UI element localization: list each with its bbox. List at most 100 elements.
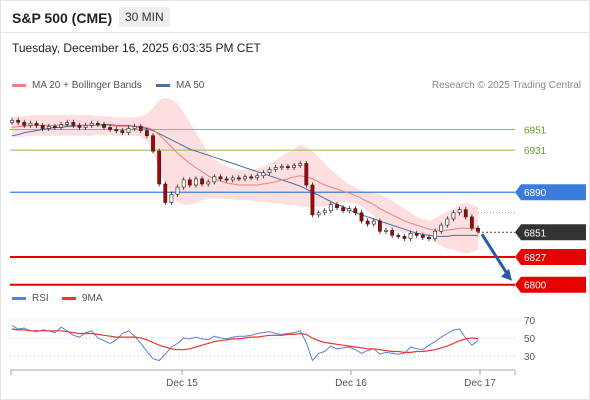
level-tag-6800	[515, 276, 586, 293]
ma50-swatch	[156, 84, 170, 87]
candle-body	[384, 229, 388, 232]
candle-body	[316, 212, 321, 216]
candle-body	[46, 126, 51, 129]
rsi-level-label-50: 50	[524, 334, 536, 345]
candle-body	[433, 230, 437, 239]
legend-ma20-label: MA 20 + Bollinger Bands	[32, 80, 142, 91]
candle-body	[420, 235, 425, 238]
candle-body	[157, 150, 162, 185]
candle-body	[310, 184, 315, 216]
candle-body	[427, 237, 431, 239]
forecast-arrow-shaft	[480, 233, 511, 278]
legend-ma50-label: MA 50	[176, 80, 205, 91]
credit-text: Research © 2025 Trading Central	[431, 80, 581, 91]
candle-body	[200, 178, 204, 185]
candle-body	[304, 163, 309, 186]
candle-body	[445, 218, 450, 226]
candle-body	[187, 179, 192, 186]
level-label-6931: 6931	[524, 146, 547, 157]
ma20-line	[11, 124, 478, 231]
level-label-6827: 6827	[524, 253, 547, 264]
candle-body	[144, 130, 149, 136]
candle-body	[249, 176, 254, 179]
legend-rsi: RSI	[12, 293, 49, 304]
legend-rsi-label: RSI	[32, 293, 49, 304]
rsi-ma-swatch	[62, 297, 76, 300]
candle-body	[138, 126, 143, 131]
level-label-6851: 6851	[524, 228, 547, 239]
level-label-6890: 6890	[524, 188, 547, 199]
candle-body	[71, 122, 76, 126]
time-tick-label: Dec 16	[335, 378, 367, 389]
rsi-swatch	[12, 297, 26, 300]
candle-body	[230, 177, 235, 181]
candle-body	[476, 227, 480, 232]
legend-ma20: MA 20 + Bollinger Bands	[12, 80, 142, 91]
header-divider	[0, 32, 590, 33]
timestamp-subtitle: Tuesday, December 16, 2025 6:03:35 PM CE…	[12, 41, 261, 55]
candle-body	[218, 176, 223, 180]
candle-body	[390, 229, 395, 236]
moving-average-group	[11, 123, 478, 237]
time-tick-label: Dec 15	[166, 378, 198, 389]
candle-body	[328, 204, 333, 212]
level-label-6951: 6951	[524, 126, 547, 137]
candle-body	[169, 193, 174, 203]
candle-body	[28, 123, 33, 126]
price-levels-group: 6951 6931 6890 6851 6827 6800	[10, 126, 586, 293]
candle-body	[10, 119, 14, 123]
candle-body	[163, 183, 168, 203]
candle-body	[102, 124, 106, 128]
instrument-title: S&P 500 (CME)	[12, 10, 113, 26]
legend-ma50: MA 50	[156, 80, 204, 91]
candle-body	[341, 207, 346, 212]
candle-body	[108, 127, 113, 130]
rsi-ma-line	[11, 328, 479, 353]
candle-body	[365, 220, 370, 225]
candle-body	[396, 235, 401, 237]
candle-body	[273, 167, 278, 170]
candle-body	[439, 224, 444, 232]
candle-body	[267, 169, 272, 173]
candle-body	[114, 129, 119, 132]
time-tick-label: Dec 17	[464, 378, 496, 389]
candle-body	[402, 236, 407, 239]
candle-body	[371, 220, 376, 225]
timeframe-button[interactable]: 30 MIN	[119, 7, 170, 27]
candle-body	[292, 165, 296, 168]
candle-body	[224, 178, 229, 181]
candle-body	[359, 212, 364, 222]
candle-body	[298, 163, 303, 166]
rsi-level-label-70: 70	[524, 316, 536, 327]
candle-body	[181, 179, 186, 188]
level-tag-6851	[515, 224, 586, 241]
candle-body	[22, 122, 27, 126]
candle-body	[132, 126, 137, 129]
candle-body	[206, 181, 211, 185]
candle-body	[353, 208, 358, 214]
candle-body	[255, 175, 260, 179]
legend-rsi-ma-label: 9MA	[82, 293, 103, 304]
candle-body	[335, 204, 339, 208]
forecast-arrow-group	[480, 233, 512, 281]
rsi-level-label-30: 30	[524, 352, 536, 363]
candle-body	[286, 166, 290, 169]
candle-body	[126, 128, 131, 133]
candle-body	[322, 210, 327, 214]
candle-body	[16, 119, 21, 123]
candle-body	[53, 126, 57, 128]
candle-body	[77, 125, 82, 128]
candle-body	[83, 125, 88, 128]
candle-body	[194, 178, 198, 186]
candle-body	[408, 233, 413, 239]
candles-group	[10, 117, 480, 242]
candle-body	[243, 176, 247, 180]
candle-body	[120, 130, 125, 133]
candle-body	[451, 212, 456, 220]
level-tag-6827	[515, 248, 586, 265]
time-axis-group: Dec 15 Dec 16 Dec 17	[10, 369, 516, 389]
candle-body	[261, 172, 266, 177]
level-label-6800: 6800	[524, 281, 547, 292]
candle-body	[59, 124, 63, 128]
